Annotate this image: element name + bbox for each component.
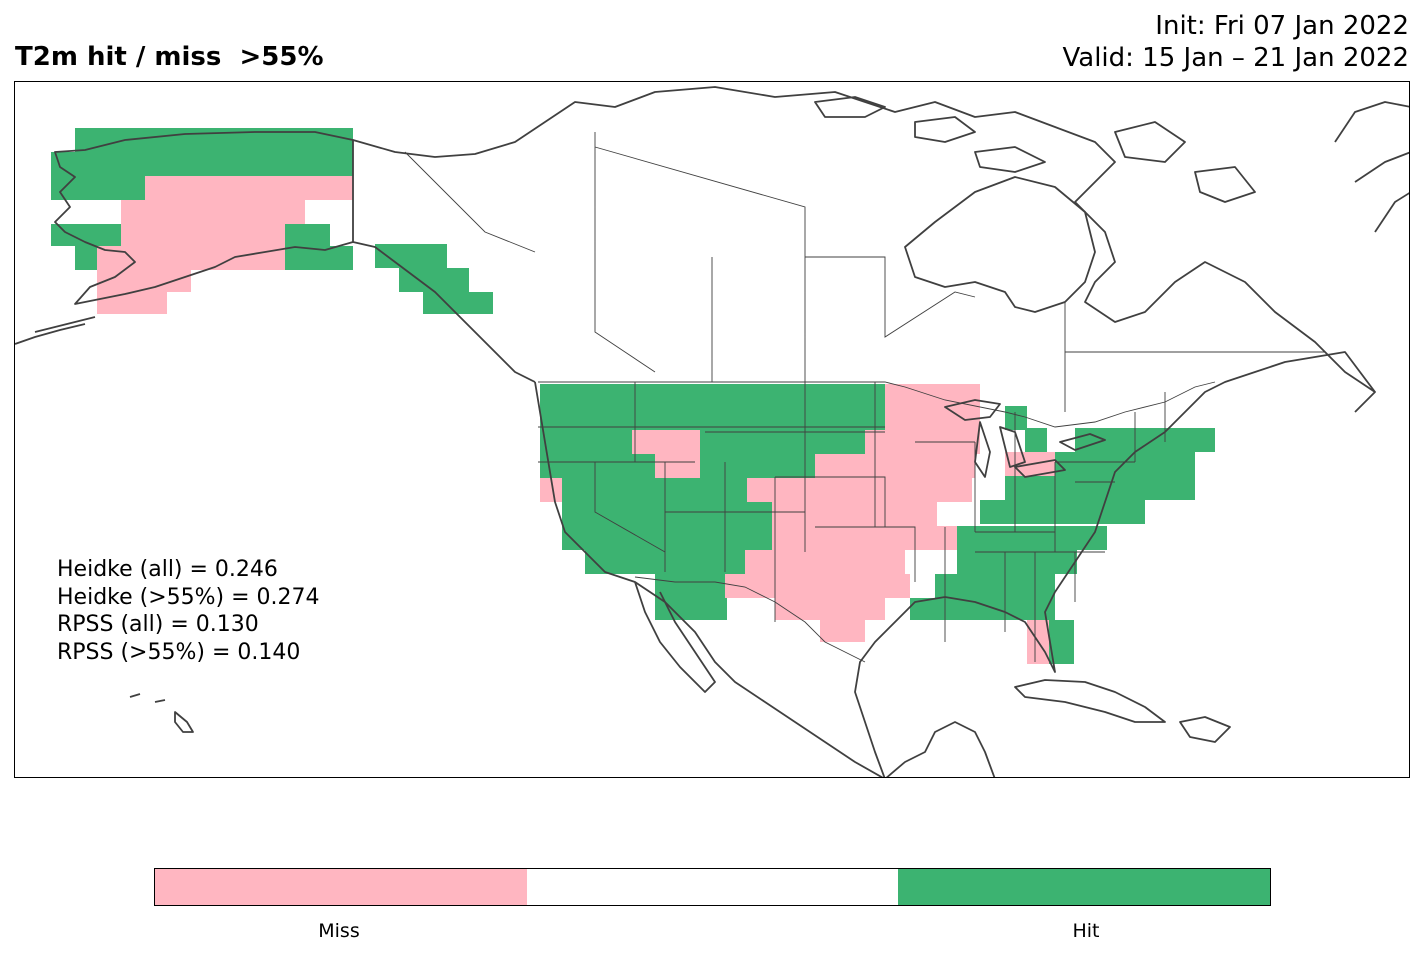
- cuba: [1014, 679, 1166, 723]
- central-america: [885, 721, 996, 777]
- miss-cell: [885, 384, 980, 406]
- great-lakes: [944, 399, 1106, 478]
- hit-cell: [910, 598, 1055, 620]
- miss-cell: [747, 478, 972, 502]
- hit-cell: [540, 406, 885, 430]
- colorbar: [154, 868, 1271, 906]
- hit-cell: [1049, 642, 1074, 664]
- hit-cell: [935, 574, 1055, 598]
- heidke-all: Heidke (all) = 0.246: [57, 557, 278, 582]
- date-info: Init: Fri 07 Jan 2022 Valid: 15 Jan – 21…: [1063, 10, 1410, 74]
- pacific-coast: [534, 381, 884, 777]
- hit-miss-grid: [51, 128, 1215, 664]
- miss-cell: [97, 292, 167, 314]
- hit-cell: [700, 454, 815, 478]
- hit-cell: [980, 500, 1145, 524]
- hit-cell: [655, 598, 727, 620]
- miss-cell: [121, 200, 305, 224]
- hit-cell: [562, 526, 772, 550]
- colorbar-miss-segment: [155, 869, 527, 905]
- miss-cell: [97, 270, 191, 292]
- hit-cell: [75, 246, 97, 270]
- canada-provinces: [404, 132, 1325, 412]
- miss-cell: [215, 224, 285, 246]
- miss-cell: [1027, 620, 1049, 642]
- hit-cell: [51, 176, 145, 200]
- colorbar-neutral-segment: [526, 869, 899, 905]
- hudson-bay: [904, 176, 1096, 313]
- map-canvas: [15, 86, 1409, 777]
- miss-cell: [745, 550, 905, 574]
- arctic-coast: [352, 86, 1376, 413]
- miss-cell: [1027, 642, 1049, 664]
- us-states: [538, 382, 1166, 662]
- map-title: T2m hit / miss >55%: [15, 42, 324, 72]
- colorbar-hit-segment: [898, 869, 1271, 905]
- hit-cell: [1025, 428, 1047, 452]
- rpss-all: RPSS (all) = 0.130: [57, 612, 259, 637]
- hispaniola: [1179, 716, 1231, 743]
- hit-cell: [540, 384, 885, 406]
- miss-cell: [97, 246, 285, 270]
- hit-cell: [51, 152, 145, 176]
- miss-cell: [815, 454, 975, 478]
- miss-cell: [772, 502, 937, 526]
- miss-cell: [772, 526, 957, 550]
- baja: [634, 581, 716, 693]
- rpss-55: RPSS (>55%) = 0.140: [57, 639, 301, 665]
- map-panel: [14, 81, 1410, 778]
- hit-cell: [1075, 428, 1215, 452]
- hit-cell: [1005, 476, 1195, 500]
- miss-cell: [820, 620, 865, 642]
- hit-cell: [655, 574, 725, 598]
- hit-cell: [957, 550, 1077, 574]
- heidke-55: Heidke (>55%) = 0.274: [57, 584, 320, 610]
- hit-cell: [540, 454, 655, 478]
- miss-cell: [775, 598, 885, 620]
- hit-cell: [399, 268, 469, 292]
- hit-cell: [700, 430, 865, 454]
- aleutians: [15, 323, 86, 345]
- hit-cell: [562, 478, 747, 502]
- hit-cell: [1005, 406, 1027, 430]
- hit-cell: [423, 292, 493, 314]
- miss-cell: [885, 406, 980, 430]
- hawaii: [129, 693, 194, 733]
- us-canada-border: [538, 381, 1216, 428]
- miss-cell: [725, 574, 910, 598]
- arctic-islands: [814, 96, 1256, 203]
- alaska-coast: [54, 131, 354, 305]
- init-date: Init: Fri 07 Jan 2022: [1155, 11, 1409, 41]
- miss-cell: [632, 430, 700, 454]
- miss-cell: [655, 454, 700, 478]
- colorbar-hit-label: Hit: [1072, 920, 1100, 942]
- bc-coast: [352, 241, 536, 383]
- hit-cell: [1049, 620, 1074, 642]
- valid-range: Valid: 15 Jan – 21 Jan 2022: [1062, 43, 1410, 73]
- political-borders: [352, 132, 1325, 663]
- atlantic-coast: [1054, 351, 1376, 593]
- hit-cell: [562, 502, 772, 526]
- greenland-edge: [1334, 101, 1409, 233]
- hit-cell: [540, 430, 632, 454]
- hit-cell: [285, 224, 330, 246]
- hit-cell: [1055, 452, 1195, 476]
- colorbar-miss-label: Miss: [318, 920, 360, 942]
- miss-cell: [540, 478, 562, 502]
- miss-cell: [121, 224, 215, 246]
- hit-cell: [957, 526, 1107, 550]
- skill-scores: Heidke (all) = 0.246 Heidke (>55%) = 0.2…: [57, 556, 320, 666]
- miss-cell: [145, 176, 353, 200]
